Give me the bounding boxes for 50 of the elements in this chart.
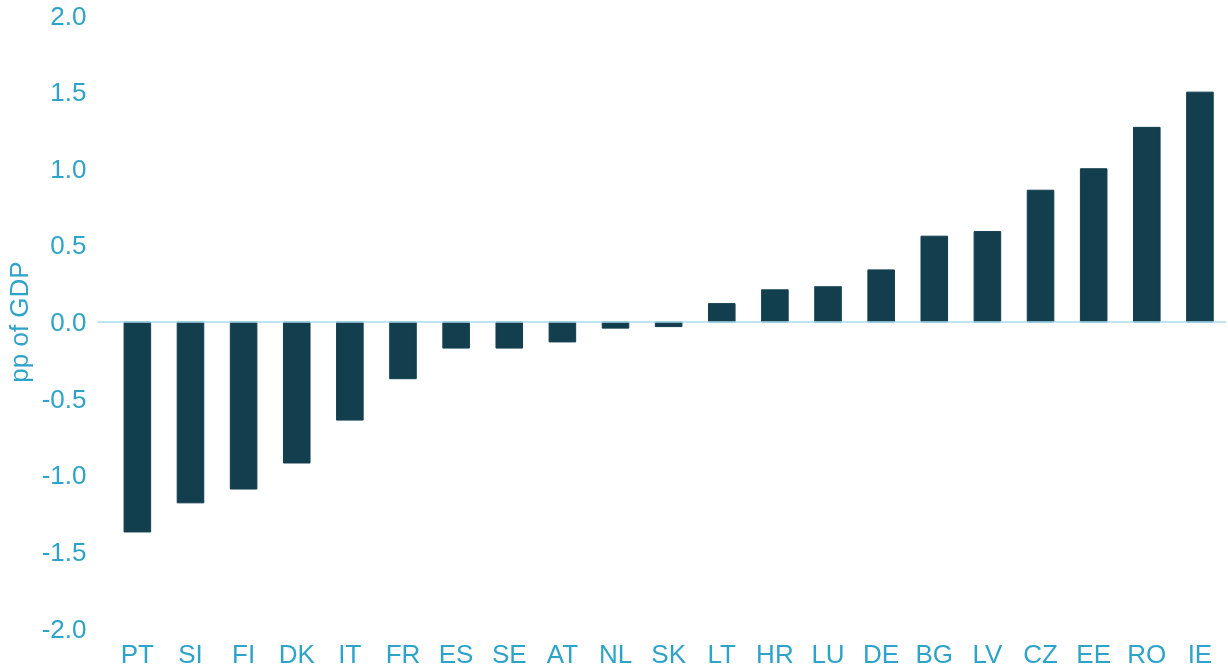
bar [229,321,258,490]
bar [973,231,1002,323]
bar [548,321,577,343]
x-tick-label: CZ [1023,638,1058,669]
y-tick-label: -1.0 [41,460,87,491]
y-axis-title: pp of GDP [3,261,34,383]
x-tick-label: RO [1127,638,1167,669]
bar [761,289,789,323]
y-tick-label: -1.5 [41,536,87,567]
y-tick-label: -2.0 [41,613,87,644]
bar [1133,126,1161,323]
x-tick-label: IE [1187,638,1213,669]
x-tick-label: SE [491,638,527,669]
x-tick-label: EE [1076,638,1112,669]
bar [867,269,895,323]
x-tick-label: HR [756,638,794,669]
x-tick-label: FR [385,638,421,669]
y-tick-label: 0.5 [50,230,87,261]
bar [282,321,311,464]
x-tick-label: FI [232,638,256,669]
bar [336,321,364,421]
x-tick-label: SI [178,638,203,669]
x-tick-label: ES [438,638,474,669]
bar [176,321,205,504]
x-tick-label: SK [651,638,687,669]
bar [442,321,470,349]
x-tick-label: LT [707,638,737,669]
x-tick-label: BG [915,638,954,669]
y-tick-label: 0.0 [50,307,87,337]
bar [920,235,949,323]
bar [389,321,417,380]
x-tick-label: AT [546,638,579,669]
x-tick-label: LU [811,638,845,669]
bar [495,321,524,349]
x-tick-label: DK [278,638,316,669]
bar [814,286,842,323]
x-tick-label: NL [598,638,633,669]
y-tick-label: 1.0 [50,153,87,184]
bar [1079,168,1108,323]
bar [1026,189,1055,323]
x-tick-label: PT [120,638,155,669]
y-tick-label: 2.0 [50,0,87,31]
x-tick-label: DE [863,638,900,669]
bar [1186,91,1214,323]
bar [123,321,152,533]
y-tick-label: -0.5 [41,383,87,414]
y-tick-label: 1.5 [50,77,87,108]
x-tick-label: LV [972,638,1004,669]
x-tick-label: IT [338,638,362,669]
bar [707,303,736,323]
